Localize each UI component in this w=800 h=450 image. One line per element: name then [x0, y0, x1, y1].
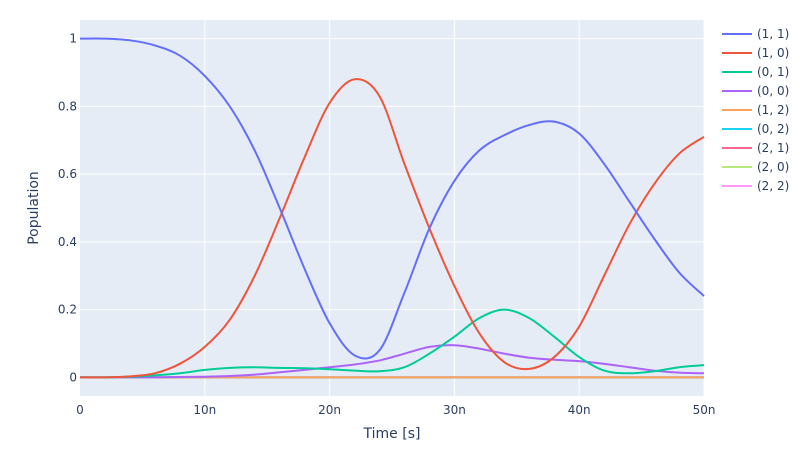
- legend-item[interactable]: (2, 2): [722, 179, 789, 193]
- series-line-3: [80, 344, 705, 379]
- legend-item[interactable]: (2, 0): [722, 160, 789, 174]
- y-tick-label: 0.6: [58, 167, 77, 181]
- y-tick-label: 0.2: [58, 303, 77, 317]
- y-tick-label: 1: [69, 32, 77, 46]
- x-tick-label: 50n: [693, 403, 716, 417]
- legend-label: (0, 0): [757, 84, 789, 98]
- x-tick-label: 30n: [443, 403, 466, 417]
- legend[interactable]: (1, 1) (1, 0) (0, 1) (0, 0) (1, 2) (0, 2) (2, …: [722, 27, 789, 193]
- x-axis-title: Time [s]: [363, 426, 421, 442]
- y-tick-label: 0: [69, 370, 77, 384]
- legend-item[interactable]: (0, 2): [722, 122, 789, 136]
- series-lines: [79, 37, 705, 379]
- x-axis-ticks: 0 10n 20n 30n 40n 50n: [76, 403, 715, 417]
- x-tick-label: 0: [76, 403, 84, 417]
- legend-label: (2, 2): [757, 179, 789, 193]
- y-axis-ticks: 0 0.2 0.4 0.6 0.8 1: [58, 32, 77, 385]
- y-tick-label: 0.8: [58, 99, 77, 113]
- legend-label: (0, 1): [757, 65, 789, 79]
- legend-item[interactable]: (0, 0): [722, 84, 789, 98]
- series-line-2: [79, 308, 705, 379]
- plot-area: [80, 20, 704, 396]
- legend-label: (2, 0): [757, 160, 789, 174]
- x-tick-label: 10n: [193, 403, 216, 417]
- legend-label: (1, 1): [757, 27, 789, 41]
- legend-label: (1, 2): [757, 103, 789, 117]
- legend-item[interactable]: (1, 0): [722, 46, 789, 60]
- x-tick-label: 40n: [568, 403, 591, 417]
- legend-item[interactable]: (1, 2): [722, 103, 789, 117]
- legend-item[interactable]: (1, 1): [722, 27, 789, 41]
- series-line-1: [79, 78, 705, 379]
- legend-item[interactable]: (2, 1): [722, 141, 789, 155]
- legend-label: (2, 1): [757, 141, 789, 155]
- y-tick-label: 0.4: [58, 235, 77, 249]
- series-line-0: [79, 37, 705, 360]
- legend-item[interactable]: (0, 1): [722, 65, 789, 79]
- x-tick-label: 20n: [318, 403, 341, 417]
- y-axis-title: Population: [26, 171, 42, 245]
- legend-label: (1, 0): [757, 46, 789, 60]
- legend-label: (0, 2): [757, 122, 789, 136]
